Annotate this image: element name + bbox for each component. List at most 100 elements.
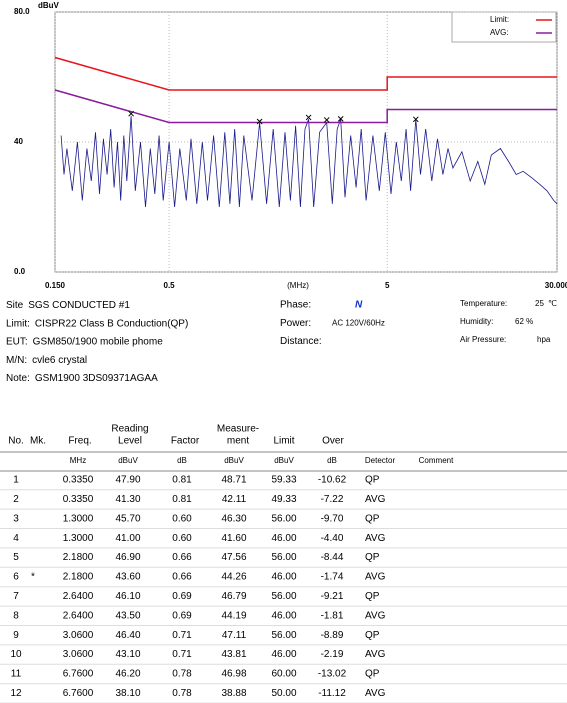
table-cell: -1.81 [321, 610, 344, 621]
table-cell: 56.00 [271, 513, 296, 524]
column-header: Level [118, 436, 142, 447]
table-cell: 43.60 [115, 572, 140, 583]
column-header: Mk. [30, 436, 46, 447]
unit-label: Detector [365, 456, 396, 465]
info-label: Air Pressure: [460, 335, 506, 344]
table-cell: 1.3000 [63, 513, 94, 524]
table-cell: 44.26 [221, 572, 246, 583]
table-cell: QP [365, 552, 380, 563]
info-label: Note: [6, 373, 30, 384]
table-cell: 11 [11, 669, 22, 680]
table-cell: 10 [10, 649, 22, 660]
table-cell: 38.10 [115, 688, 140, 699]
column-header: Factor [171, 436, 200, 447]
table-cell: 0.71 [172, 649, 192, 660]
table-cell: 0.81 [172, 494, 192, 505]
info-value: 62 % [515, 317, 533, 326]
x-tick-label: 0.150 [45, 281, 66, 290]
trace-line [60, 115, 558, 208]
info-value: GSM1900 3DS09371AGAA [35, 373, 158, 384]
table-cell: -1.74 [321, 572, 344, 583]
table-cell: 46.30 [221, 513, 246, 524]
column-header: Reading [111, 424, 148, 435]
table-cell: 46.79 [221, 591, 246, 602]
table-cell: 1.3000 [63, 533, 94, 544]
table-cell: 5 [13, 552, 19, 563]
peak-marker [128, 110, 134, 117]
table-cell: -9.70 [321, 513, 344, 524]
table-cell: -11.12 [318, 688, 346, 699]
table-cell: 0.81 [172, 475, 192, 486]
x-tick-label: 30.000 [545, 281, 567, 290]
peak-marker [412, 116, 419, 123]
table-cell: 45.70 [115, 513, 140, 524]
column-header: ment [227, 436, 249, 447]
table-cell: 2.1800 [63, 572, 94, 583]
table-cell: 6 [13, 572, 19, 583]
info-label: EUT: [6, 336, 28, 347]
column-header: Freq. [68, 436, 91, 447]
info-label: Temperature: [460, 299, 507, 308]
table-cell: 0.78 [172, 688, 192, 699]
table-cell: 56.00 [271, 552, 296, 563]
table-cell: 43.10 [115, 649, 140, 660]
y-tick-label: 0.0 [14, 267, 26, 276]
info-label: M/N: [6, 355, 27, 366]
unit-label: MHz [70, 456, 86, 465]
info-label: Limit: [6, 318, 30, 329]
info-value: AC 120V/60Hz [332, 318, 385, 327]
table-cell: 46.40 [115, 630, 140, 641]
table-cell: -10.62 [318, 475, 347, 486]
peak-marker [337, 116, 344, 122]
table-cell: 7 [13, 591, 19, 602]
limit-line [54, 89, 557, 124]
table-cell: -8.44 [321, 552, 344, 563]
table-cell: 0.71 [172, 630, 192, 641]
table-cell: QP [365, 669, 380, 680]
table-cell: QP [365, 475, 380, 486]
table-cell: AVG [365, 649, 386, 660]
info-field: M/N: cvle6 crystal [6, 355, 87, 366]
info-field: Note: GSM1900 3DS09371AGAA [6, 373, 158, 384]
table-cell: 42.11 [222, 494, 247, 505]
table-cell: 46.98 [221, 669, 246, 680]
table-cell: 46.20 [115, 669, 140, 680]
info-value: GSM850/1900 mobile phome [33, 336, 164, 347]
info-value: SGS CONDUCTED #1 [28, 300, 130, 311]
unit-label: dB [327, 456, 337, 465]
table-cell: AVG [365, 610, 386, 621]
table-cell: -4.40 [321, 533, 344, 544]
y-tick-label: 40 [14, 137, 23, 146]
table-cell: 6.7600 [63, 669, 94, 680]
table-cell: 43.81 [221, 649, 246, 660]
legend [451, 11, 557, 43]
table-cell: 41.00 [115, 533, 140, 544]
table-cell: QP [365, 630, 380, 641]
info-value: ℃ [548, 299, 557, 308]
x-axis-label: (MHz) [287, 281, 309, 290]
table-cell: 41.60 [221, 533, 246, 544]
table-cell: 8 [13, 610, 19, 621]
table-cell: 2 [13, 494, 19, 505]
table-cell: AVG [365, 572, 386, 583]
x-tick-label: 0.5 [164, 281, 176, 290]
table-cell: 60.00 [271, 669, 296, 680]
table-cell: 2.6400 [63, 591, 94, 602]
info-value: cvle6 crystal [32, 355, 87, 366]
table-cell: 47.56 [221, 552, 246, 563]
unit-label: dB [177, 456, 187, 465]
peak-marker [256, 118, 263, 125]
table-cell: AVG [365, 688, 386, 699]
table-cell: 0.69 [172, 591, 192, 602]
table-cell: 0.66 [172, 552, 192, 563]
table-cell: 3 [13, 513, 19, 524]
table-cell: 0.60 [172, 533, 192, 544]
table-cell: 46.00 [271, 533, 296, 544]
info-field: Limit: CISPR22 Class B Conduction(QP) [6, 318, 188, 329]
y-tick-label: 80.0 [14, 7, 30, 16]
unit-label: dBuV [118, 456, 138, 465]
info-value: N [355, 300, 363, 311]
info-label: Distance: [280, 336, 322, 347]
table-cell: -9.21 [321, 591, 344, 602]
